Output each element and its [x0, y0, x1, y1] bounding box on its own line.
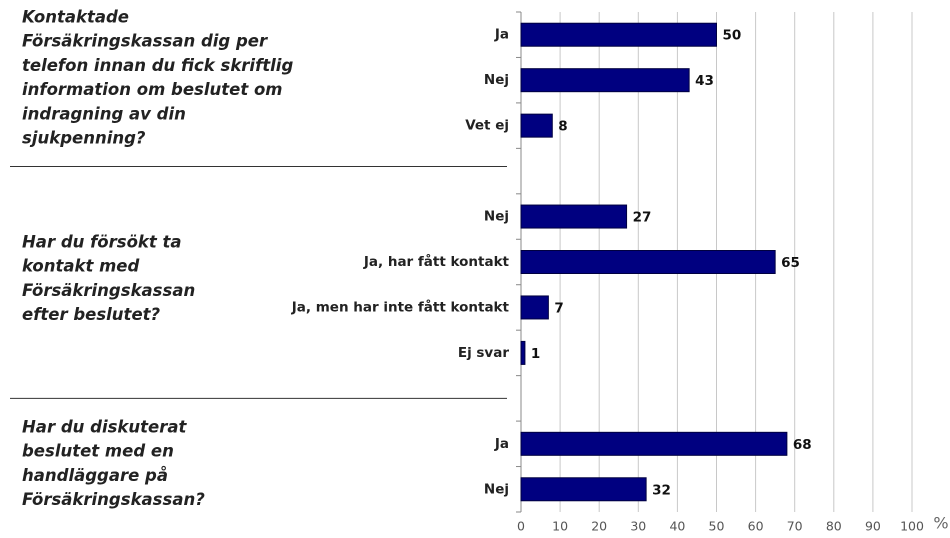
bar	[520, 340, 526, 365]
value-label: 27	[633, 210, 652, 226]
value-label: 50	[723, 28, 742, 44]
x-tick-label: 40	[669, 519, 685, 534]
x-tick-label: 70	[787, 519, 803, 534]
x-tick-label: 60	[748, 519, 764, 534]
value-label: 8	[558, 119, 567, 135]
category-label: Nej	[484, 72, 509, 88]
category-label: Nej	[484, 481, 509, 497]
category-label: Ja	[494, 436, 509, 452]
question-text: handläggare på	[22, 466, 168, 485]
value-label: 1	[531, 346, 540, 362]
bar	[520, 68, 690, 93]
bar	[520, 295, 549, 320]
bar	[520, 113, 553, 138]
x-tick-label: 100	[900, 519, 924, 534]
bar	[520, 250, 776, 274]
category-label: Ja	[494, 27, 509, 43]
value-label: 32	[652, 482, 671, 498]
question-text: Försäkringskassan	[22, 281, 195, 300]
bar	[520, 22, 717, 47]
x-tick-label: 80	[826, 519, 842, 534]
question-text: Försäkringskassan dig per	[22, 32, 268, 51]
value-label: 68	[793, 437, 812, 453]
value-label: 43	[695, 73, 714, 89]
question-text: Har du diskuterat	[22, 418, 187, 437]
category-label: Ej svar	[458, 345, 509, 361]
x-tick-label: 20	[591, 519, 607, 534]
question-text: sjukpenning?	[22, 129, 146, 148]
x-tick-label: 0	[517, 519, 525, 534]
question-text: beslutet med en	[22, 442, 174, 461]
question-text: telefon innan du fick skriftlig	[22, 56, 293, 75]
x-tick-label: 30	[630, 519, 646, 534]
x-tick-label: 90	[865, 519, 881, 534]
value-label: 65	[781, 255, 800, 271]
question-text: Försäkringskassan?	[22, 490, 205, 509]
bar	[520, 477, 647, 502]
category-label: Nej	[484, 209, 509, 225]
category-label: Ja, men har inte fått kontakt	[291, 298, 510, 315]
unit-label: %	[933, 514, 948, 533]
x-tick-label: 10	[552, 519, 568, 534]
question-text: information om beslutet om	[22, 80, 283, 99]
question-text: efter beslutet?	[22, 305, 161, 324]
x-tick-label: 50	[709, 519, 725, 534]
value-label: 7	[554, 300, 563, 316]
category-label: Ja, har fått kontakt	[363, 253, 510, 270]
question-text: Har du försökt ta	[22, 233, 182, 252]
question-text: kontakt med	[22, 257, 139, 276]
bar	[520, 204, 628, 229]
category-label: Vet ej	[465, 118, 509, 134]
bar	[520, 431, 788, 456]
question-text: indragning av din	[22, 104, 186, 123]
question-text: Kontaktade	[22, 8, 129, 27]
